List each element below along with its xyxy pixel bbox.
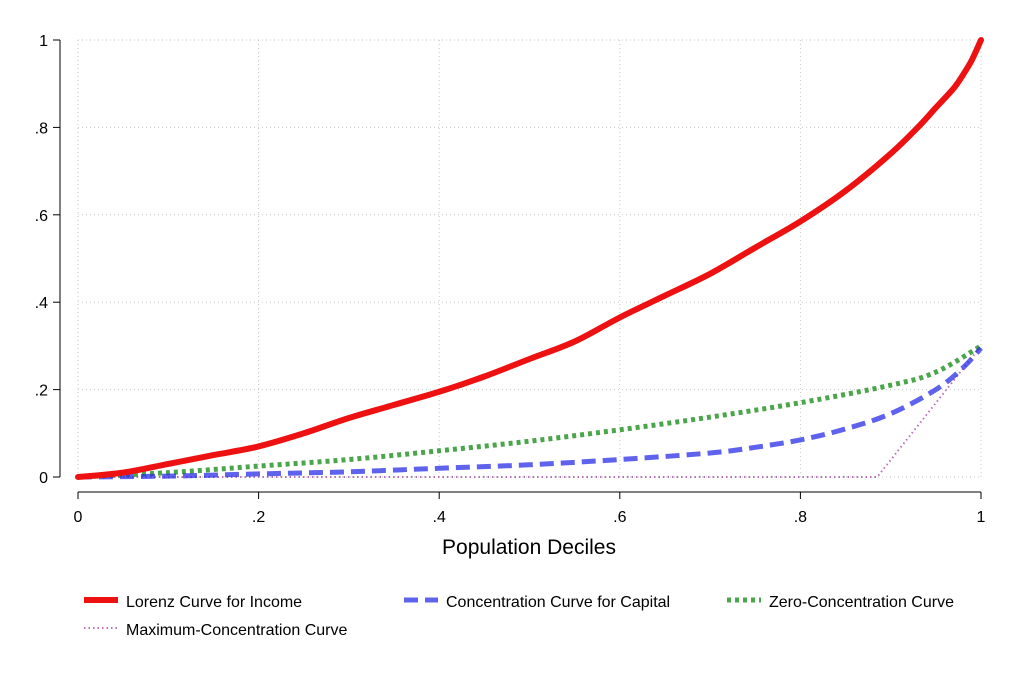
y-ticks: 0 .2 .4 .6 .8 1 xyxy=(35,33,60,487)
x-axis-title: Population Deciles xyxy=(442,536,616,559)
axes xyxy=(59,40,981,493)
x-tick-label: .6 xyxy=(613,509,626,526)
series-line-maximum-concentration-curve xyxy=(78,345,982,478)
legend-item-lorenz-curve-for-income: Lorenz Curve for Income xyxy=(84,594,302,611)
y-tick-label: 1 xyxy=(39,33,48,50)
y-tick-label: 0 xyxy=(39,470,48,487)
y-tick-label: .6 xyxy=(35,208,48,225)
x-ticks: 0 .2 .4 .6 .8 1 xyxy=(74,492,986,526)
y-tick-label: .8 xyxy=(35,120,48,137)
x-tick-label: 1 xyxy=(977,509,986,526)
legend: Lorenz Curve for Income Concentration Cur… xyxy=(84,594,954,639)
grid xyxy=(77,39,982,478)
legend-item-zero-concentration-curve: Zero-Concentration Curve xyxy=(727,594,954,611)
series-line-concentration-curve-for-capital xyxy=(77,346,983,480)
x-tick-label: 0 xyxy=(74,509,83,526)
x-tick-label: .8 xyxy=(794,509,807,526)
x-tick-label: .2 xyxy=(252,509,265,526)
x-tick-label: .4 xyxy=(433,509,446,526)
series-line-zero-concentration-curve xyxy=(77,343,983,480)
y-tick-label: .4 xyxy=(35,295,48,312)
legend-label: Zero-Concentration Curve xyxy=(769,594,954,611)
y-tick-label: .2 xyxy=(35,383,48,400)
legend-label: Maximum-Concentration Curve xyxy=(126,622,348,639)
legend-item-maximum-concentration-curve: Maximum-Concentration Curve xyxy=(84,622,348,639)
legend-label: Concentration Curve for Capital xyxy=(446,594,670,611)
series-line-lorenz-curve-for-income xyxy=(75,37,984,480)
series xyxy=(75,37,984,480)
legend-label: Lorenz Curve for Income xyxy=(126,594,302,611)
legend-item-concentration-curve-for-capital: Concentration Curve for Capital xyxy=(404,594,670,611)
